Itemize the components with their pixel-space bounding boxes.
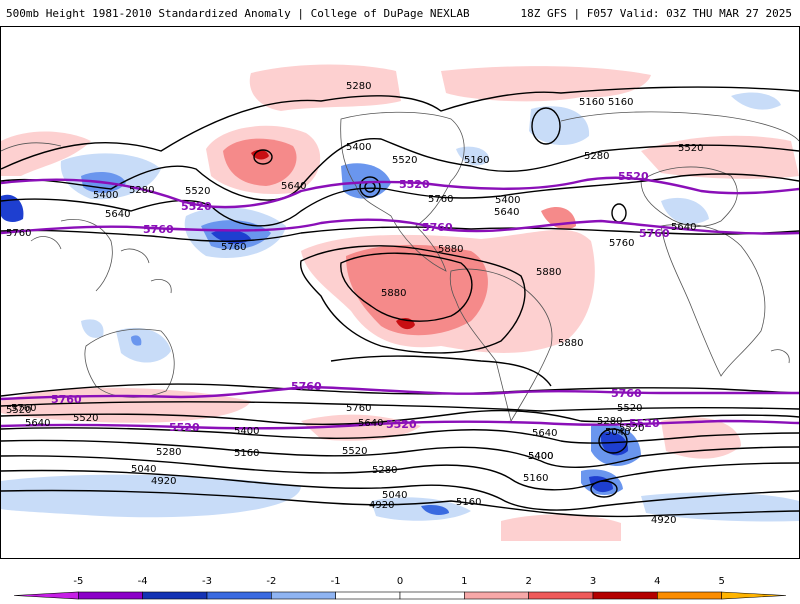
colorbar-graphic <box>13 591 787 600</box>
contour-label: 5520 <box>185 186 210 197</box>
colorbar-tick-label: 1 <box>461 576 468 587</box>
contour-label: 5400 <box>234 426 259 437</box>
contour-label: 5280 <box>346 81 371 92</box>
chart-title: 500mb Height 1981-2010 Standardized Anom… <box>6 7 470 20</box>
colorbar-tick-label: -2 <box>266 576 277 587</box>
contour-label: 5760 <box>428 194 453 205</box>
colorbar-tick-label: -3 <box>202 576 212 587</box>
contour-label: 5400 <box>528 451 553 462</box>
contour-label: 5520 <box>342 446 367 457</box>
highlight-label: 5520 <box>386 418 417 431</box>
contour-label: 5400 <box>528 451 553 462</box>
contour-label: 5160 <box>523 473 548 484</box>
contour-label: 5640 <box>532 428 557 439</box>
contour-label: 5400 <box>346 142 371 153</box>
model-run-info: 18Z GFS | F057 Valid: 03Z THU MAR 27 202… <box>520 7 792 20</box>
colorbar-segment <box>657 591 722 600</box>
highlight-label: 5760 <box>291 380 322 393</box>
contour-label: 5520 <box>73 413 98 424</box>
colorbar-segment <box>78 591 143 600</box>
contour-label: 5640 <box>105 209 130 220</box>
colorbar-segment <box>13 591 79 600</box>
colorbar-tick-label: -4 <box>137 576 148 587</box>
contour-label: 5400 <box>495 195 520 206</box>
contour-label: 5520 <box>617 403 642 414</box>
colorbar-tick-label: 5 <box>718 576 725 587</box>
contour-label: 5520 <box>619 423 644 434</box>
anomaly-colorbar: -5 -4 -3 -2 -1 0 1 2 3 4 5 <box>0 572 800 600</box>
colorbar-segment <box>206 591 272 600</box>
contour-label: 5040 <box>131 464 156 475</box>
colorbar-segment <box>721 591 787 600</box>
map-frame: 5520 5520 5520 5760 5760 5760 5760 5760 … <box>0 26 800 559</box>
highlight-label: 5520 <box>618 170 649 183</box>
contour-label: 5520 <box>392 155 417 166</box>
highlight-label: 5760 <box>143 223 174 236</box>
contour-label: 5160 <box>464 155 489 166</box>
contour-label: 5160 <box>608 97 633 108</box>
contour-label: 5760 <box>609 238 634 249</box>
contour-label: 5640 <box>671 222 696 233</box>
colorbar-segment <box>335 591 401 600</box>
colorbar-tick-label: 3 <box>589 576 597 587</box>
contour-label: 5880 <box>381 288 406 299</box>
highlight-label: 5760 <box>422 221 453 234</box>
colorbar-segment <box>142 591 208 600</box>
highlight-contour-labels: 5520 5520 5520 5760 5760 5760 5760 5760 … <box>51 170 670 434</box>
colorbar-segment <box>271 591 336 600</box>
contour-label: 5640 <box>25 418 50 429</box>
contour-label: 5880 <box>558 338 583 349</box>
colorbar-tick-label: -1 <box>330 576 341 587</box>
highlight-label: 5760 <box>611 387 642 400</box>
contour-label: 5760 <box>221 242 246 253</box>
colorbar-tick-label: -5 <box>73 576 84 587</box>
contour-label: 5280 <box>597 416 622 427</box>
contour-label: 5160 <box>234 448 259 459</box>
contour-label: 5640 <box>281 181 306 192</box>
contour-label: 5880 <box>438 244 463 255</box>
colorbar-segment <box>399 591 465 600</box>
contour-label: 5040 <box>605 427 630 438</box>
highlight-label: 5760 <box>639 227 670 240</box>
highlight-label: 5520 <box>169 421 200 434</box>
weather-map: 5520 5520 5520 5760 5760 5760 5760 5760 … <box>1 64 799 541</box>
highlight-contours <box>1 176 799 430</box>
contour-label: 4920 <box>651 515 676 526</box>
contour-label: 5880 <box>536 267 561 278</box>
colorbar-tick-label: 2 <box>525 576 532 587</box>
coastlines <box>1 111 799 423</box>
contour-label: 5280 <box>372 465 397 476</box>
colorbar-tick-label: 4 <box>654 576 661 587</box>
contour-label: 5280 <box>156 447 181 458</box>
contour-label: 5040 <box>382 490 407 501</box>
contour-label: 5760 <box>11 403 36 414</box>
colorbar-segment <box>464 591 529 600</box>
highlight-label: 5760 <box>51 393 82 406</box>
contour-label: 5280 <box>129 185 154 196</box>
contour-label: 4920 <box>151 476 176 487</box>
contour-label: 5160 <box>456 497 481 508</box>
contour-label: 4920 <box>369 500 394 511</box>
colorbar-tick-label: 0 <box>396 576 404 587</box>
contour-label: 5640 <box>494 207 519 218</box>
chart-header: 500mb Height 1981-2010 Standardized Anom… <box>0 0 800 26</box>
contour-label: 5760 <box>6 228 31 239</box>
contour-label: 5520 <box>678 143 703 154</box>
colorbar-segment <box>592 591 658 600</box>
contour-label: 5520 <box>6 405 31 416</box>
highlight-label: 5520 <box>399 178 430 191</box>
colorbar-segment <box>528 591 594 600</box>
contour-label: 5280 <box>584 151 609 162</box>
contour-label: 5160 <box>579 97 604 108</box>
highlight-label: 5520 <box>181 200 212 213</box>
contour-label: 5640 <box>358 418 383 429</box>
contour-label: 5400 <box>93 190 118 201</box>
height-contour-labels: 5280 5160 5160 5400 5520 5160 5280 5520 … <box>6 81 703 526</box>
highlight-label: 5520 <box>629 417 660 430</box>
contour-label: 5760 <box>346 403 371 414</box>
